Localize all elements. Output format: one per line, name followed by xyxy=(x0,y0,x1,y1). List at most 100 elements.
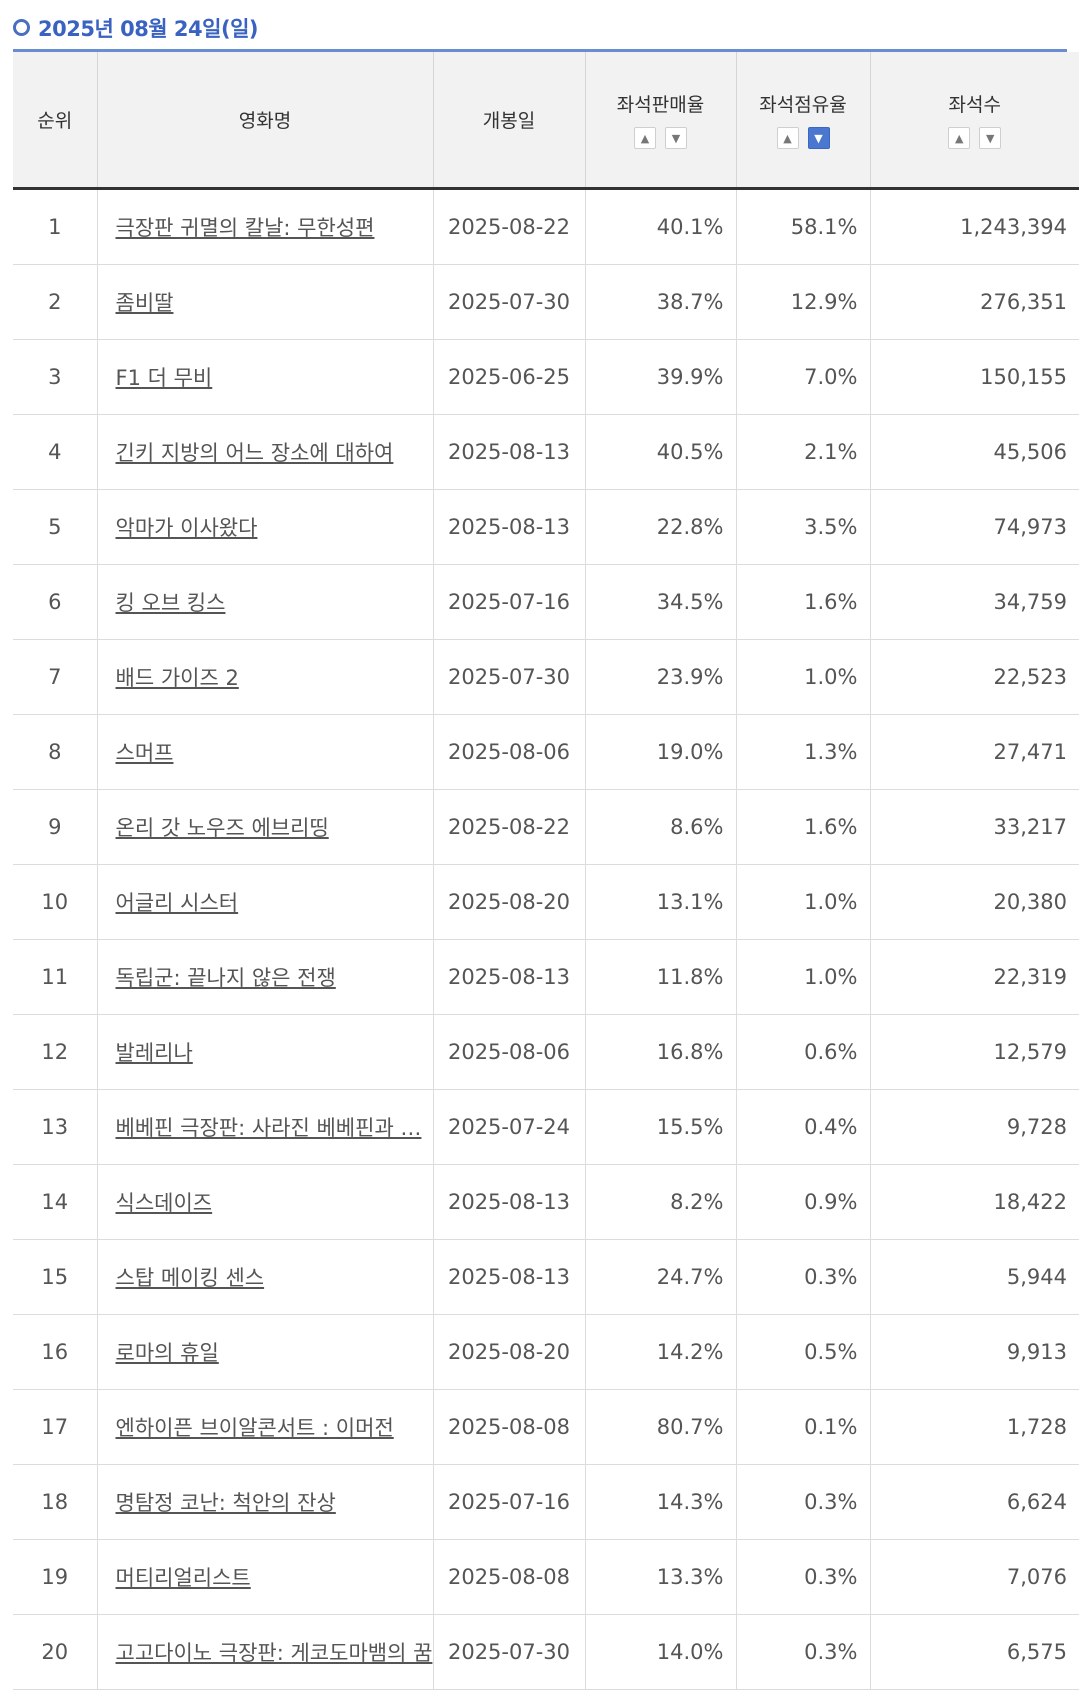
release-date-cell: 2025-07-24 xyxy=(432,1089,585,1165)
seat-sales-rate-cell: 15.5% xyxy=(584,1089,736,1165)
rank-cell: 9 xyxy=(13,789,97,865)
movie-title-link[interactable]: 스머프 xyxy=(115,741,174,765)
sort-descending-icon[interactable]: ▼ xyxy=(979,127,1002,149)
seat-count-cell: 150,155 xyxy=(869,339,1079,415)
release-date-cell: 2025-07-30 xyxy=(432,264,585,340)
release-date-cell: 2025-08-13 xyxy=(432,1239,585,1315)
seat-count-cell: 34,759 xyxy=(869,564,1079,640)
rank-cell: 2 xyxy=(13,264,97,340)
movie-title-link[interactable]: 명탐정 코난: 척안의 잔상 xyxy=(115,1491,336,1515)
movie-title-link[interactable]: 어글리 시스터 xyxy=(115,891,239,915)
seat-count-cell: 12,579 xyxy=(869,1014,1079,1090)
sort-ascending-icon[interactable]: ▲ xyxy=(948,127,971,149)
seat-share-cell: 0.1% xyxy=(735,1389,870,1465)
movie-title-link[interactable]: 온리 갓 노우즈 에브리띵 xyxy=(115,816,329,840)
movie-title-link[interactable]: 발레리나 xyxy=(115,1041,193,1065)
seat-sales-rate-cell: 14.3% xyxy=(584,1464,736,1540)
table-row: 1 극장판 귀멸의 칼날: 무한성편 2025-08-22 40.1% 58.1% 1,2… xyxy=(13,188,1079,265)
rank-cell: 3 xyxy=(13,339,97,415)
movie-title-link[interactable]: 긴키 지방의 어느 장소에 대하여 xyxy=(115,441,394,465)
title-cell: 머티리얼리스트 xyxy=(96,1539,433,1615)
date-heading: 2025년 08월 24일(일) xyxy=(13,0,1067,52)
movie-title-link[interactable]: 식스데이즈 xyxy=(115,1191,213,1215)
rank-cell: 13 xyxy=(13,1089,97,1165)
sort-ascending-icon[interactable]: ▲ xyxy=(634,127,656,149)
movie-title-link[interactable]: 악마가 이사왔다 xyxy=(115,516,258,540)
movie-title-link[interactable]: 킹 오브 킹스 xyxy=(115,591,226,615)
movie-title-link[interactable]: 스탑 메이킹 센스 xyxy=(115,1266,265,1290)
seat-count-cell: 22,319 xyxy=(869,939,1079,1015)
release-date-cell: 2025-08-08 xyxy=(432,1389,585,1465)
date-label: 2025년 08월 24일(일) xyxy=(38,16,259,41)
release-date-cell: 2025-08-22 xyxy=(432,789,585,865)
movie-title-link[interactable]: 베베핀 극장판: 사라진 베베핀과 … xyxy=(115,1116,422,1140)
rank-cell: 4 xyxy=(13,414,97,490)
rank-cell: 19 xyxy=(13,1539,97,1615)
rank-cell: 8 xyxy=(13,714,97,790)
rank-cell: 14 xyxy=(13,1164,97,1240)
title-cell: 베베핀 극장판: 사라진 베베핀과 … xyxy=(96,1089,433,1165)
rank-cell: 6 xyxy=(13,564,97,640)
release-date-cell: 2025-08-13 xyxy=(432,939,585,1015)
sort-descending-icon[interactable]: ▼ xyxy=(665,127,687,149)
seat-count-cell: 33,217 xyxy=(869,789,1079,865)
movie-title-link[interactable]: 독립군: 끝나지 않은 전쟁 xyxy=(115,966,336,990)
seat-count-cell: 27,471 xyxy=(869,714,1079,790)
seat-share-cell: 1.6% xyxy=(735,789,870,865)
title-cell: 킹 오브 킹스 xyxy=(96,564,433,640)
title-cell: 고고다이노 극장판: 게코도마뱀의 꿈 xyxy=(96,1614,433,1690)
release-date-cell: 2025-08-20 xyxy=(432,1314,585,1390)
seat-share-cell: 1.6% xyxy=(735,564,870,640)
release-date-cell: 2025-08-13 xyxy=(432,489,585,565)
seat-share-cell: 2.1% xyxy=(735,414,870,490)
seat-count-cell: 5,944 xyxy=(869,1239,1079,1315)
title-cell: 악마가 이사왔다 xyxy=(96,489,433,565)
rank-cell: 16 xyxy=(13,1314,97,1390)
release-date-cell: 2025-08-20 xyxy=(432,864,585,940)
title-cell: 발레리나 xyxy=(96,1014,433,1090)
seat-count-cell: 74,973 xyxy=(869,489,1079,565)
rank-cell: 10 xyxy=(13,864,97,940)
release-date-cell: 2025-08-06 xyxy=(432,714,585,790)
seat-share-cell: 7.0% xyxy=(735,339,870,415)
seat-count-cell: 6,624 xyxy=(869,1464,1079,1540)
seat-sales-rate-cell: 11.8% xyxy=(584,939,736,1015)
movie-title-link[interactable]: 배드 가이즈 2 xyxy=(115,666,239,690)
title-cell: 극장판 귀멸의 칼날: 무한성편 xyxy=(96,188,433,265)
table-row: 10 어글리 시스터 2025-08-20 13.1% 1.0% 20,380 xyxy=(13,864,1079,940)
table-row: 7 배드 가이즈 2 2025-07-30 23.9% 1.0% 22,523 xyxy=(13,639,1079,715)
table-row: 9 온리 갓 노우즈 에브리띵 2025-08-22 8.6% 1.6% 33,217 xyxy=(13,789,1079,865)
seat-share-cell: 0.9% xyxy=(735,1164,870,1240)
seat-sales-rate-cell: 16.8% xyxy=(584,1014,736,1090)
table-row: 3 F1 더 무비 2025-06-25 39.9% 7.0% 150,155 xyxy=(13,339,1079,415)
title-cell: 온리 갓 노우즈 에브리띵 xyxy=(96,789,433,865)
release-date-cell: 2025-07-16 xyxy=(432,564,585,640)
title-cell: 식스데이즈 xyxy=(96,1164,433,1240)
seat-share-cell: 0.3% xyxy=(735,1464,870,1540)
movie-title-link[interactable]: 극장판 귀멸의 칼날: 무한성편 xyxy=(115,216,375,240)
seat-count-cell: 7,076 xyxy=(869,1539,1079,1615)
sort-descending-icon[interactable]: ▼ xyxy=(807,127,830,149)
title-cell: 어글리 시스터 xyxy=(96,864,433,940)
table-row: 12 발레리나 2025-08-06 16.8% 0.6% 12,579 xyxy=(13,1014,1079,1090)
table-row: 8 스머프 2025-08-06 19.0% 1.3% 27,471 xyxy=(13,714,1079,790)
seat-sales-rate-cell: 23.9% xyxy=(584,639,736,715)
table-row: 6 킹 오브 킹스 2025-07-16 34.5% 1.6% 34,759 xyxy=(13,564,1079,640)
release-date-cell: 2025-08-13 xyxy=(432,414,585,490)
seat-share-cell: 0.3% xyxy=(735,1614,870,1690)
rank-cell: 5 xyxy=(13,489,97,565)
seat-count-cell: 9,728 xyxy=(869,1089,1079,1165)
movie-title-link[interactable]: 머티리얼리스트 xyxy=(115,1566,251,1590)
column-header-rank: 순위 xyxy=(13,52,97,190)
movie-title-link[interactable]: 로마의 휴일 xyxy=(115,1341,219,1365)
movie-title-link[interactable]: 엔하이픈 브이알콘서트 : 이머전 xyxy=(115,1416,394,1440)
sort-ascending-icon[interactable]: ▲ xyxy=(776,127,799,149)
table-row: 2 좀비딸 2025-07-30 38.7% 12.9% 276,351 xyxy=(13,264,1079,340)
movie-title-link[interactable]: 좀비딸 xyxy=(115,291,174,315)
movie-title-link[interactable]: 고고다이노 극장판: 게코도마뱀의 꿈 xyxy=(115,1641,433,1665)
movie-title-link[interactable]: F1 더 무비 xyxy=(115,366,213,390)
table-row: 11 독립군: 끝나지 않은 전쟁 2025-08-13 11.8% 1.0% 22,31… xyxy=(13,939,1079,1015)
release-date-cell: 2025-08-22 xyxy=(432,188,585,265)
seat-sales-rate-cell: 40.5% xyxy=(584,414,736,490)
rank-cell: 15 xyxy=(13,1239,97,1315)
